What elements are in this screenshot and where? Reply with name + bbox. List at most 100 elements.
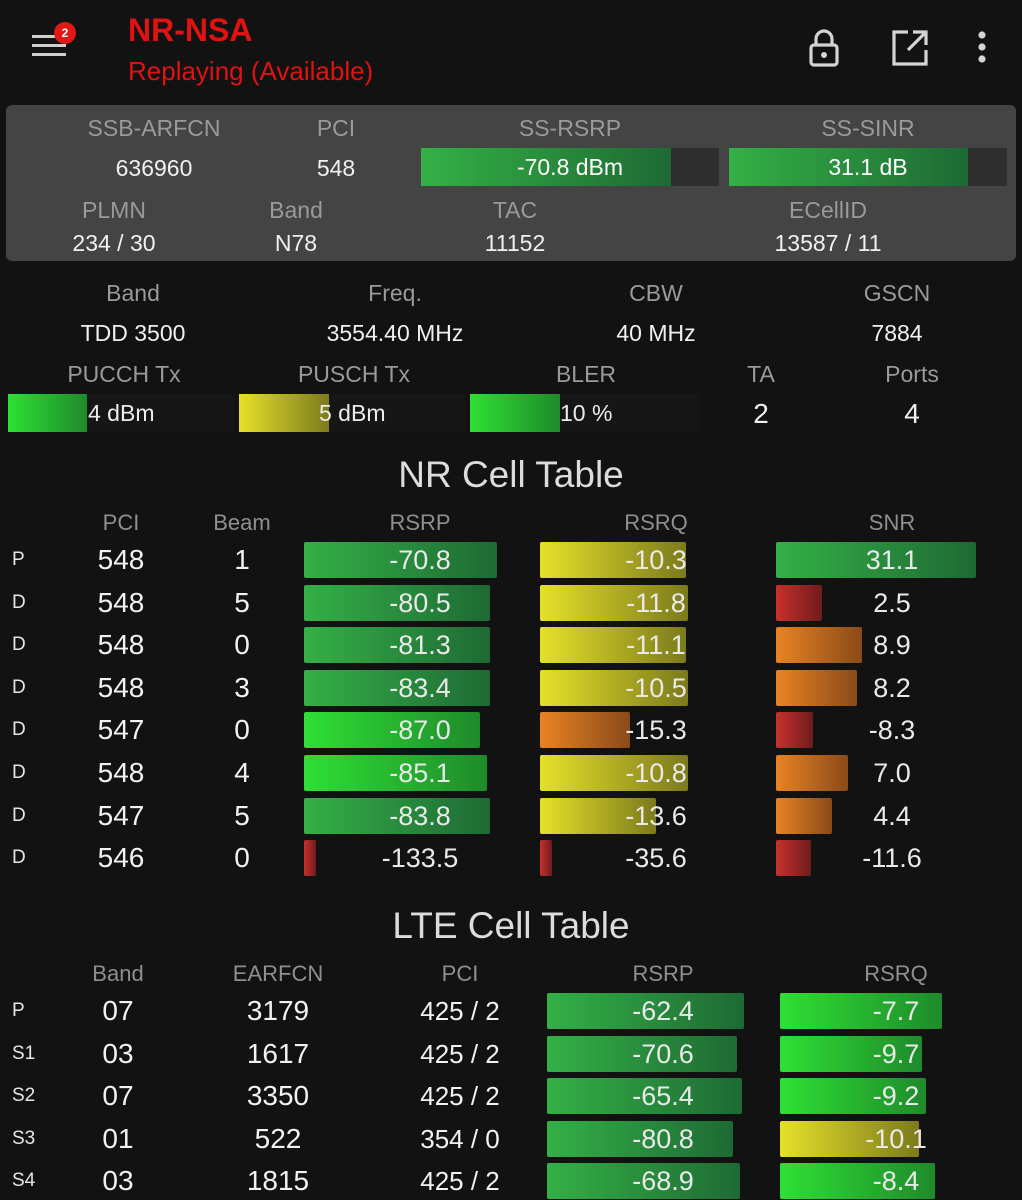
nr-row-snr-value: 8.9: [873, 630, 911, 661]
cbw-label: CBW: [629, 280, 683, 306]
pucch-tx-value: 4 dBm: [88, 400, 155, 426]
nr-table-row: P 548 1 -70.8 -10.3 31.1: [0, 539, 1022, 581]
lte-row-earfcn: 1617: [246, 1037, 310, 1069]
nr-row-snr-bar: 8.2: [776, 669, 1008, 706]
lte-row-band: 01: [102, 1122, 134, 1154]
ecellid-value: 13587 / 11: [774, 230, 882, 256]
lte-row-rsrq-bar: -7.7: [780, 993, 1012, 1029]
lte-row-rsrq-value: -7.7: [872, 996, 920, 1026]
nr-band-label: Band: [106, 280, 160, 306]
nr-row-rsrp-bar-fill: [304, 712, 480, 749]
nr-row-rsrp-bar-fill: [304, 755, 487, 791]
lte-row-type: S1: [12, 1042, 36, 1064]
lte-table-row: P 07 3179 425 / 2 -62.4 -7.7: [0, 990, 1022, 1032]
band-value: N78: [274, 230, 318, 256]
replay-status: Replaying (Available): [128, 56, 374, 86]
nr-col-pci: PCI: [102, 510, 140, 535]
lock-button[interactable]: [802, 26, 846, 70]
nr-row-rsrq-bar-fill: [540, 797, 656, 834]
nr-row-rsrq-bar: -10.3: [540, 542, 772, 578]
nr-row-snr-value: 31.1: [865, 545, 919, 575]
nr-row-snr-value: 2.5: [873, 587, 911, 618]
ecellid-label: ECellID: [789, 197, 867, 223]
lte-row-rsrq-value: -10.1: [865, 1123, 927, 1154]
lte-row-rsrq-bar-fill: [780, 1163, 935, 1200]
nr-row-rsrq-value: -11.8: [626, 587, 686, 618]
menu-button[interactable]: [28, 26, 74, 66]
band-label: Band: [269, 197, 323, 223]
lte-row-rsrq-bar: -8.4: [780, 1163, 1012, 1200]
nr-cell-table-title: NR Cell Table: [398, 454, 624, 495]
nr-row-rsrp-bar-fill: [304, 627, 490, 664]
nr-row-snr-bar-fill: [776, 712, 813, 749]
lte-row-rsrq-bar-fill: [780, 1035, 922, 1072]
bler-label: BLER: [555, 361, 617, 387]
lte-row-type: S2: [12, 1085, 36, 1107]
nr-row-beam: 1: [234, 544, 250, 575]
nr-row-type: D: [12, 634, 26, 656]
nr-row-rsrq-value: -11.1: [626, 630, 686, 661]
nr-row-snr-value: 7.0: [873, 758, 911, 788]
nr-row-rsrp-value: -83.4: [389, 672, 451, 703]
nr-row-rsrp-value: -85.1: [389, 758, 451, 788]
nr-table-row: D 548 0 -81.3 -11.1 8.9: [0, 624, 1022, 666]
nr-row-snr-value: 8.2: [873, 672, 911, 703]
nr-row-beam: 0: [234, 629, 250, 661]
overflow-menu-button[interactable]: [962, 26, 1002, 70]
pci-label: PCI: [316, 115, 356, 141]
pucch-tx-label: PUCCH Tx: [67, 361, 181, 387]
hamburger-menu-icon: [32, 35, 66, 56]
lte-row-type: S4: [12, 1170, 36, 1192]
nr-row-beam: 3: [234, 671, 250, 703]
nr-row-snr-value: -11.6: [862, 843, 922, 874]
ss-rsrp-value: -70.8 dBm: [516, 154, 624, 180]
ss-sinr-bar: 31.1 dB: [729, 148, 1007, 186]
ss-sinr-value: 31.1 dB: [828, 154, 908, 180]
nr-col-beam: Beam: [213, 510, 271, 535]
open-external-button[interactable]: [888, 26, 932, 70]
plmn-label: PLMN: [82, 197, 146, 223]
nr-table-row: D 548 3 -83.4 -10.5 8.2: [0, 667, 1022, 709]
ports-value: 4: [904, 398, 920, 429]
nr-row-rsrq-bar: -10.5: [540, 669, 772, 706]
nr-band-value: TDD 3500: [80, 320, 186, 346]
lte-table-row: S1 03 1617 425 / 2 -70.6 -9.7: [0, 1033, 1022, 1075]
nr-row-rsrq-value: -35.6: [625, 843, 687, 874]
freq-value: 3554.40 MHz: [326, 320, 464, 346]
tac-value: 11152: [484, 230, 546, 256]
lte-row-rsrp-value: -70.6: [632, 1038, 694, 1069]
lte-row-rsrp-value: -80.8: [632, 1123, 694, 1154]
ss-rsrp-bar: -70.8 dBm: [421, 148, 719, 186]
lte-row-band: 03: [102, 1037, 134, 1069]
nr-row-rsrq-bar: -35.6: [540, 840, 772, 877]
nr-row-type: D: [12, 591, 26, 613]
lte-row-rsrq-bar: -9.7: [780, 1035, 1012, 1072]
nr-row-snr-bar-fill: [776, 797, 832, 834]
ta-value: 2: [753, 398, 769, 429]
lte-row-band: 07: [102, 995, 134, 1026]
lte-row-rsrp-bar-fill: [547, 1078, 742, 1115]
ss-sinr-label: SS-SINR: [821, 115, 915, 141]
nr-row-snr-bar: 7.0: [776, 755, 1008, 791]
nr-row-rsrp-value: -80.5: [389, 587, 451, 618]
nr-table-row: D 547 5 -83.8 -13.6 4.4: [0, 795, 1022, 837]
nr-row-type: P: [12, 549, 25, 570]
lte-row-pci: 425 / 2: [420, 1038, 500, 1069]
lte-row-pci: 425 / 2: [420, 996, 500, 1026]
nr-row-rsrq-bar: -10.8: [540, 755, 772, 791]
nr-row-type: D: [12, 676, 26, 698]
tac-label: TAC: [492, 197, 538, 223]
nr-row-rsrp-bar-fill: [304, 542, 497, 578]
lte-row-rsrq-bar-fill: [780, 1120, 919, 1157]
nr-col-rsrp: RSRP: [389, 510, 451, 535]
nr-row-type: D: [12, 847, 26, 869]
nr-row-pci: 547: [97, 799, 145, 831]
nr-row-type: D: [12, 719, 26, 741]
nr-row-rsrq-bar: -15.3: [540, 712, 772, 749]
lte-col-earfcn: EARFCN: [232, 961, 324, 986]
lte-col-band: Band: [92, 961, 144, 986]
nr-row-rsrq-value: -13.6: [625, 800, 687, 831]
pucch-tx-bar: 4 dBm: [8, 394, 234, 432]
nr-row-rsrq-value: -10.5: [625, 672, 687, 703]
bler-value: 10 %: [560, 400, 613, 426]
